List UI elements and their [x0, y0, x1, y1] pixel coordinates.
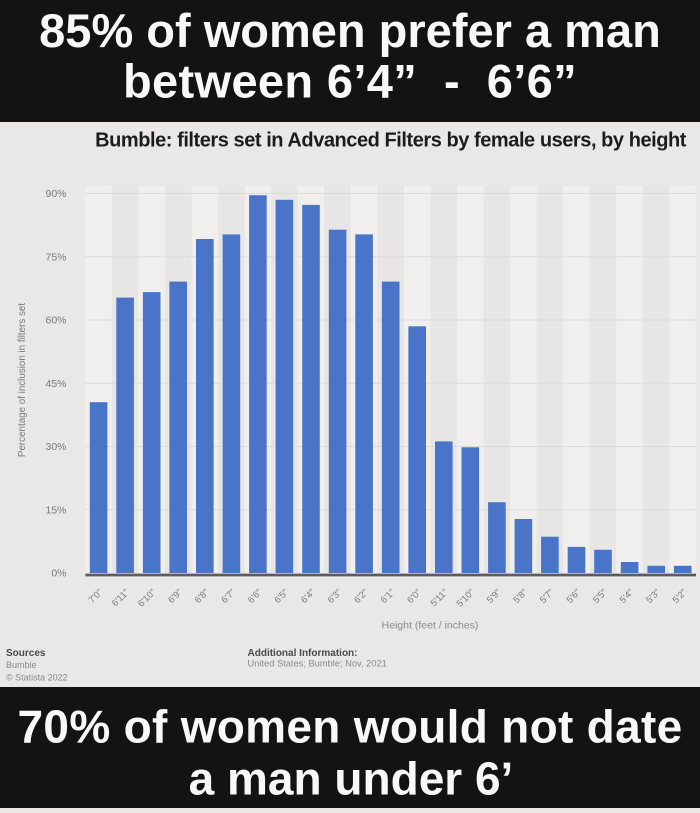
svg-text:45%: 45%: [45, 378, 66, 390]
svg-text:© Statista 2022: © Statista 2022: [6, 672, 68, 682]
svg-text:United States; Bumble; Nov, 20: United States; Bumble; Nov, 2021: [248, 659, 387, 669]
svg-text:30%: 30%: [45, 441, 66, 453]
svg-text:a man under 6’: a man under 6’: [189, 753, 514, 805]
svg-text:75%: 75%: [45, 251, 66, 263]
svg-text:60%: 60%: [45, 315, 66, 327]
svg-text:85% of women prefer a man: 85% of women prefer a man: [39, 4, 661, 57]
svg-text:70% of women would not date: 70% of women would not date: [18, 701, 683, 753]
svg-text:between 6’4” - 6’6”: between 6’4” - 6’6”: [123, 55, 577, 108]
svg-text:Bumble: Bumble: [6, 660, 37, 670]
svg-text:Bumble: filters set in Advance: Bumble: filters set in Advanced Filters …: [95, 130, 687, 152]
svg-text:Percentage of inclusion in fil: Percentage of inclusion in filters set: [17, 303, 28, 457]
svg-text:Additional Information:: Additional Information:: [248, 648, 358, 659]
svg-text:0%: 0%: [51, 568, 66, 580]
svg-text:Sources: Sources: [6, 648, 46, 659]
svg-text:15%: 15%: [45, 504, 66, 516]
svg-text:90%: 90%: [45, 188, 66, 200]
svg-text:Height (feet / inches): Height (feet / inches): [382, 620, 479, 632]
